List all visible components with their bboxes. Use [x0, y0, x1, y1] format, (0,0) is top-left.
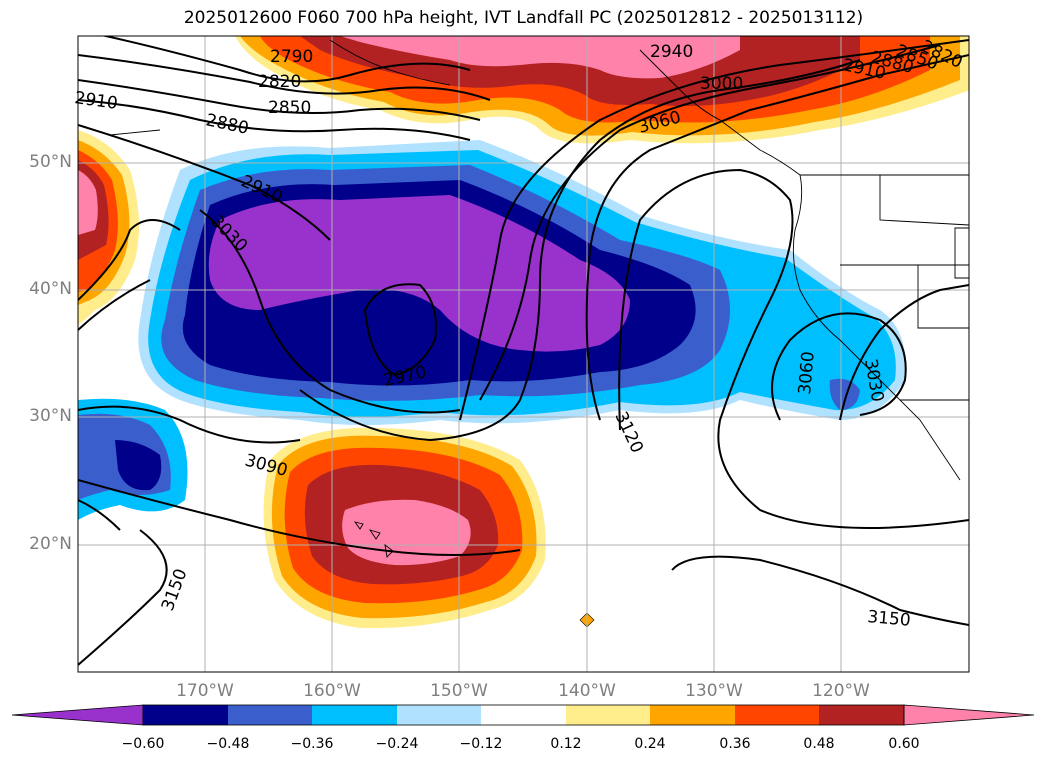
colorbar-tick-label: −0.24	[375, 736, 419, 752]
graticule	[78, 36, 969, 672]
colorbar-swatch	[228, 705, 312, 725]
colorbar-swatch	[566, 705, 650, 725]
contour-label: 2880	[204, 110, 250, 139]
colorbar-tick-label: −0.48	[206, 736, 250, 752]
colorbar-tick-label: −0.36	[290, 736, 334, 752]
colorbar-tick-label: 0.24	[634, 736, 666, 752]
lat-label: 30°N	[29, 406, 72, 426]
map-title: 2025012600 F060 700 hPa height, IVT Land…	[183, 8, 864, 28]
lon-label: 130°W	[685, 681, 743, 701]
height-contours	[78, 36, 969, 666]
colorbar-swatch	[481, 705, 566, 725]
contour-label: 2820	[258, 72, 301, 92]
colorbar-tick-label: −0.12	[459, 736, 503, 752]
colorbar-tick-label: 0.60	[888, 736, 920, 752]
colorbar-tick-label: 0.12	[550, 736, 582, 752]
contour-label: 2850	[268, 98, 311, 118]
contour-label: 3060	[795, 351, 819, 396]
neg-east-blob	[829, 378, 860, 410]
contour-label: 3120	[610, 409, 646, 457]
lon-label: 150°W	[430, 681, 488, 701]
colorbar-arrow-right	[903, 704, 1035, 726]
coastlines	[109, 39, 969, 558]
colorbar	[11, 704, 1035, 726]
colorbar-swatch	[735, 705, 819, 725]
lat-label: 20°N	[29, 534, 72, 554]
colorbar-swatch	[143, 705, 228, 725]
colorbar-swatch	[819, 705, 904, 725]
contour-label: 3150	[158, 566, 192, 613]
contour-label: 2790	[270, 47, 313, 67]
lon-label: 170°W	[176, 681, 234, 701]
map-frame	[77, 35, 970, 673]
colorbar-tick-label: −0.60	[121, 736, 165, 752]
ivt-shading	[78, 36, 969, 629]
lat-label: 40°N	[29, 279, 72, 299]
contour-label: 2910	[73, 88, 119, 114]
lon-label: 140°W	[558, 681, 616, 701]
colorbar-arrow-left	[11, 704, 144, 726]
lon-label: 160°W	[303, 681, 361, 701]
colorbar-swatch	[312, 705, 397, 725]
contour-label: 3000	[700, 74, 743, 94]
neg-band-purple	[208, 195, 630, 352]
lat-label: 50°N	[29, 152, 72, 172]
contour-label: 2940	[650, 42, 693, 62]
colorbar-swatch	[397, 705, 481, 725]
colorbar-tick-label: 0.48	[803, 736, 835, 752]
colorbar-tick-label: 0.36	[719, 736, 751, 752]
lon-label: 120°W	[812, 681, 870, 701]
colorbar-swatch	[650, 705, 735, 725]
contour-label: 3150	[867, 607, 912, 631]
